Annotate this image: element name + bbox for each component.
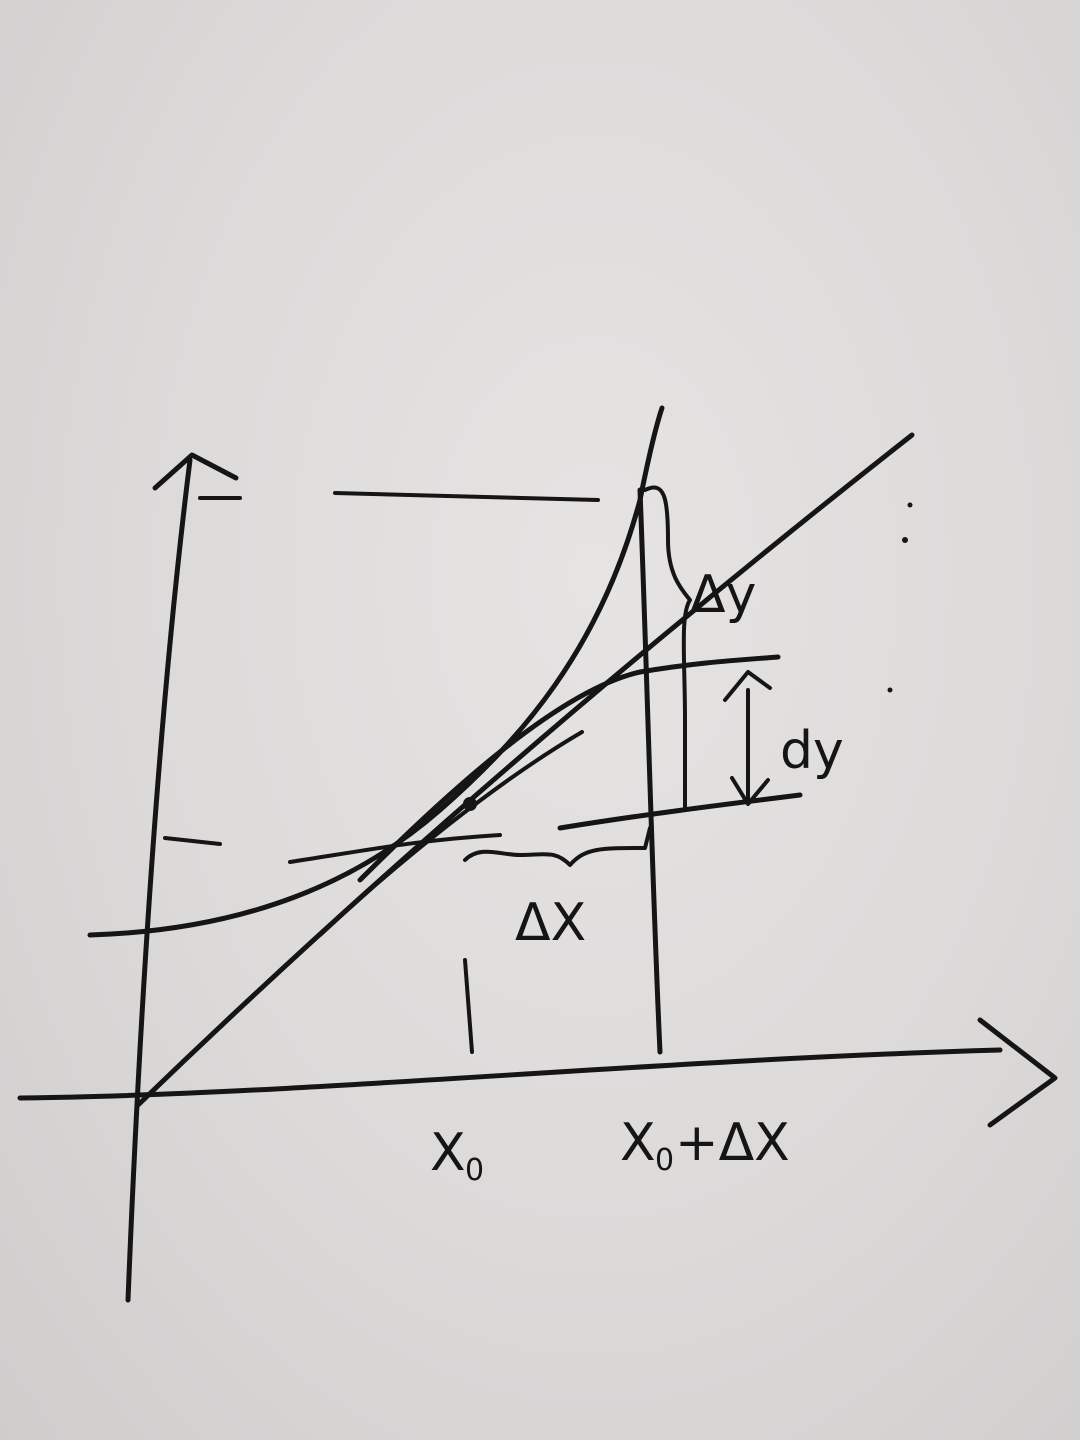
x0-plus-dx-label: X 0 +ΔX bbox=[620, 1113, 790, 1178]
delta-y-label: Δy bbox=[690, 565, 756, 625]
svg-text:+ΔX: +ΔX bbox=[675, 1113, 790, 1173]
x0-label: X 0 bbox=[430, 1123, 484, 1188]
dy-arrowhead-top bbox=[723, 670, 772, 702]
delta-y-brace bbox=[643, 485, 692, 810]
dy-arrowhead-bottom bbox=[730, 776, 770, 806]
tangent-line bbox=[135, 432, 915, 1108]
y-axis bbox=[125, 457, 193, 1303]
guide-line-y0 bbox=[288, 833, 502, 864]
vertical-x0-plus-dx bbox=[637, 487, 663, 1055]
svg-text:0: 0 bbox=[655, 1143, 674, 1178]
delta-x-brace bbox=[463, 826, 652, 867]
tangent-point bbox=[463, 797, 477, 811]
secant-segment bbox=[318, 730, 584, 937]
vertical-x0 bbox=[463, 958, 474, 1054]
delta-x-label: ΔX bbox=[515, 893, 586, 953]
y-axis-arrowhead bbox=[152, 452, 239, 491]
x-axis-arrowhead bbox=[977, 1017, 1058, 1128]
y-tick-middle bbox=[163, 836, 222, 846]
svg-text:X: X bbox=[430, 1123, 466, 1183]
stray-mark-1 bbox=[902, 537, 908, 543]
second-curve bbox=[357, 654, 781, 883]
dy-label: dy bbox=[780, 721, 844, 781]
stray-mark-2 bbox=[907, 502, 913, 508]
svg-text:X: X bbox=[620, 1113, 656, 1173]
stray-mark-3 bbox=[887, 687, 893, 693]
function-curve bbox=[87, 405, 665, 938]
baseline-horizontal bbox=[557, 792, 803, 831]
svg-text:0: 0 bbox=[465, 1153, 484, 1188]
guide-line-top bbox=[333, 491, 600, 502]
